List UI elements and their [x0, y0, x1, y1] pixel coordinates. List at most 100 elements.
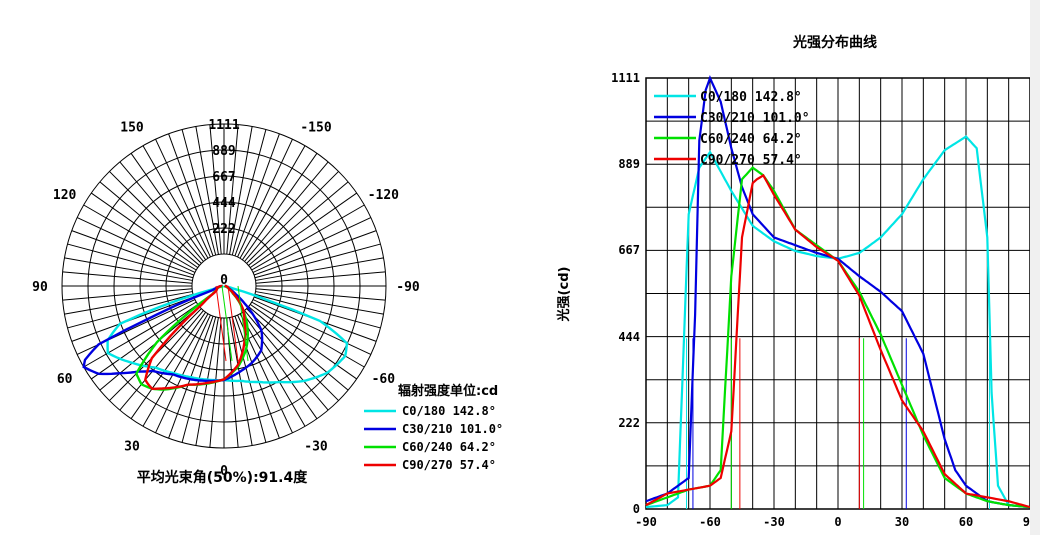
polar-spoke	[253, 230, 377, 276]
polar-spoke	[246, 308, 339, 401]
polar-spoke	[119, 310, 204, 411]
polar-angle-label: -30	[304, 439, 328, 454]
polar-spoke	[130, 153, 207, 261]
polar-spoke	[254, 293, 381, 329]
polar-angle-label: -60	[372, 372, 396, 387]
polar-spoke	[252, 299, 372, 355]
polar-spoke	[234, 315, 280, 439]
polar-legend-entry: C90/270 57.4°	[402, 458, 496, 472]
cartesian-series-curve	[645, 173, 1031, 509]
cartesian-legend-entry: C90/270 57.4°	[700, 153, 802, 168]
polar-spoke	[229, 126, 253, 255]
polar-spoke	[246, 171, 339, 264]
polar-spoke	[237, 138, 293, 258]
polar-spoke	[252, 217, 372, 273]
polar-radial-tick-label: 0	[220, 273, 228, 288]
beam-angle-label: 平均光束角(50%):91.4度	[137, 469, 308, 486]
polar-angle-label: -150	[300, 121, 331, 136]
polar-angle-label: 150	[120, 121, 144, 136]
polar-spoke	[67, 243, 194, 279]
polar-spoke	[76, 217, 196, 273]
polar-spoke	[241, 153, 318, 261]
polar-beam-marker	[221, 285, 233, 362]
polar-spoke	[254, 243, 381, 279]
polar-angle-label: 30	[124, 439, 140, 454]
polar-spoke	[109, 171, 202, 264]
polar-spoke	[130, 311, 207, 419]
polar-spoke	[255, 288, 386, 301]
right-scrollbar-strip	[1030, 0, 1040, 535]
polar-radial-tick-label: 889	[212, 144, 235, 159]
polar-spoke	[255, 291, 384, 315]
polar-chart: 1111 889 667 444 222 0 -150 150 -120 120 -90 90 -60 6…	[32, 118, 420, 479]
polar-spoke	[209, 124, 222, 255]
polar-spoke	[195, 126, 219, 255]
polar-radial-tick-label: 222	[212, 222, 235, 237]
cartesian-title: 光强分布曲线	[792, 34, 877, 51]
polar-spoke	[142, 145, 209, 259]
polar-spoke	[234, 133, 280, 257]
polar-beam-marker	[227, 285, 239, 362]
polar-spoke	[99, 306, 200, 391]
polar-spoke	[142, 313, 209, 427]
polar-spoke	[155, 314, 211, 434]
polar-radial-tick-label: 1111	[208, 118, 239, 133]
cartesian-legend-entry: C0/180 142.8°	[700, 90, 802, 105]
polar-legend-entry: C60/240 64.2°	[402, 440, 496, 454]
polar-legend-entry: C30/210 101.0°	[402, 422, 503, 436]
polar-beam-marker	[237, 285, 249, 362]
cartesian-xtick-label: -30	[763, 515, 785, 529]
polar-legend: 辐射强度单位:cd C0/180 142.8° C30/210 101.0° C60/…	[364, 383, 503, 472]
polar-spoke	[239, 313, 306, 427]
cartesian-xtick-label: 30	[895, 515, 909, 529]
polar-spoke	[251, 204, 365, 271]
cartesian-legend-entry: C60/240 64.2°	[700, 132, 802, 147]
polar-spoke	[64, 291, 193, 315]
polar-spoke	[231, 316, 267, 443]
polar-spoke	[255, 271, 386, 284]
cartesian-xtick-label: 0	[834, 515, 841, 529]
polar-spoke	[91, 192, 199, 269]
polar-spoke	[244, 310, 329, 411]
cartesian-xtick-label: -90	[635, 515, 657, 529]
polar-beam-marker	[215, 285, 227, 362]
polar-spoke	[181, 129, 217, 256]
polar-spoke	[244, 161, 329, 262]
cartesian-ytick-label: 222	[618, 416, 640, 430]
cartesian-ytick-label: 667	[618, 243, 640, 257]
cartesian-ytick-label: 1111	[611, 71, 640, 85]
polar-spoke	[83, 301, 197, 368]
polar-spoke	[231, 129, 267, 256]
polar-spoke	[119, 161, 204, 262]
polar-spoke	[168, 133, 214, 257]
polar-angle-label: -90	[396, 280, 420, 295]
polar-spoke	[62, 288, 193, 301]
cartesian-legend-entry: C30/210 101.0°	[700, 111, 810, 126]
cartesian-xtick-label: 60	[959, 515, 973, 529]
polar-spoke	[99, 181, 200, 266]
polar-angle-label: 60	[57, 372, 73, 387]
polar-spoke	[255, 257, 384, 281]
polar-spoke	[226, 124, 239, 255]
polar-spoke	[71, 230, 195, 276]
cartesian-ytick-label: 0	[633, 502, 640, 516]
polar-spoke	[64, 257, 193, 281]
polar-spoke	[249, 303, 357, 380]
polar-radial-tick-label: 667	[212, 170, 235, 185]
cartesian-xtick-label: -60	[699, 515, 721, 529]
polar-angle-label: 120	[53, 188, 77, 203]
polar-angle-label: 0	[220, 464, 228, 479]
polar-spoke	[91, 303, 199, 380]
polar-spoke	[83, 204, 197, 271]
polar-angle-label: 90	[32, 280, 48, 295]
polar-angle-label: -120	[368, 188, 399, 203]
cartesian-ytick-label: 444	[618, 330, 640, 344]
cartesian-xtick-label: 90	[1023, 515, 1030, 529]
polar-legend-entry: C0/180 142.8°	[402, 404, 496, 418]
polar-spoke	[67, 293, 194, 329]
polar-legend-title: 辐射强度单位:cd	[398, 383, 498, 399]
polar-spoke	[248, 181, 349, 266]
cartesian-series-curve	[645, 75, 1031, 509]
